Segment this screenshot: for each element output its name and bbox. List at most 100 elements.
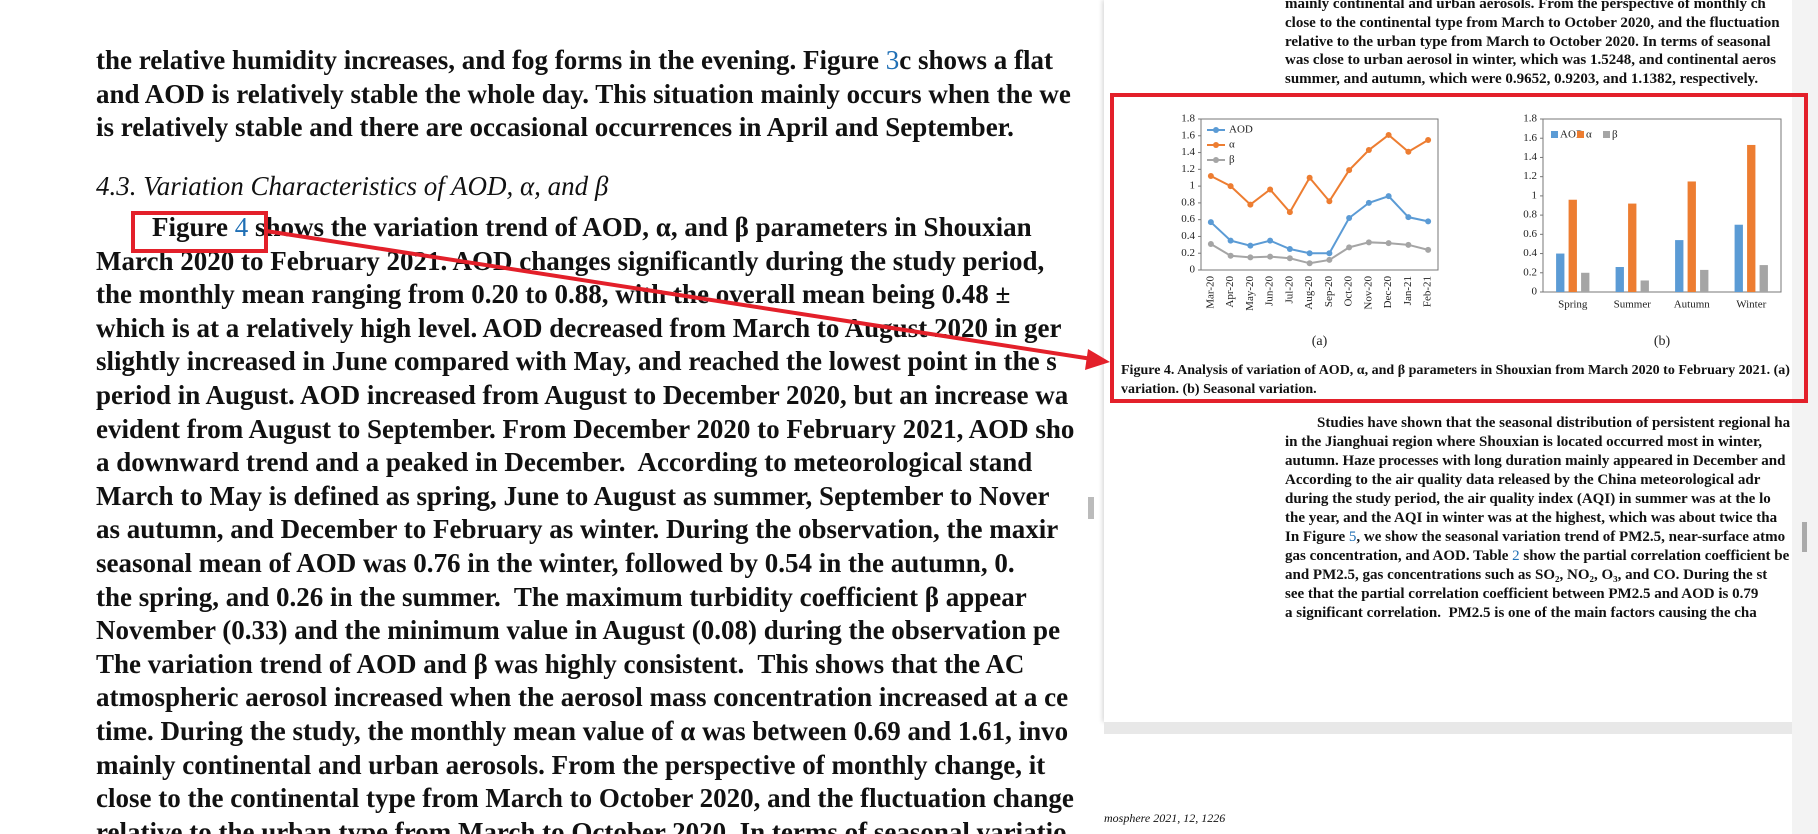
text-line: time. During the study, the monthly mean…	[96, 715, 1068, 747]
link[interactable]: March 2020 to February 2021. AOD changes…	[96, 245, 1045, 276]
text-line: Figure 4. Analysis of variation of AOD, …	[1121, 362, 1792, 380]
link[interactable]: show the partial correlation coefficient…	[1519, 548, 1790, 564]
link[interactable]: 2	[1512, 548, 1520, 564]
link[interactable]: Studies have shown that the seasonal dis…	[1317, 415, 1791, 431]
text-run: (b)	[1182, 382, 1200, 397]
text-line: relative to the urban type from March to…	[1285, 33, 1771, 51]
link[interactable]: the year, and the AQI in winter was at t…	[1285, 510, 1778, 526]
text-line: In Figure 5, we show the seasonal variat…	[1285, 528, 1785, 546]
link[interactable]: c shows a flat	[899, 45, 1053, 75]
link[interactable]: , we show the seasonal variation trend o…	[1356, 529, 1786, 545]
link[interactable]: According to the air quality data releas…	[1285, 472, 1761, 488]
link[interactable]: period in August. AOD increased from Aug…	[96, 380, 1069, 410]
text-run: (a)	[1773, 363, 1790, 378]
right-page: mainly continental and urban aerosols. F…	[1104, 0, 1792, 722]
text-line: atmospheric aerosol increased when the a…	[96, 681, 1068, 713]
text-line: evident from August to September. From D…	[96, 413, 1074, 445]
text-line: close to the continental type from March…	[96, 782, 1074, 814]
text-line: which is at a relatively high level. AOD…	[96, 312, 1061, 344]
link[interactable]: close to the continental type from March…	[96, 783, 1074, 814]
text-line: According to the air quality data releas…	[1285, 471, 1760, 489]
text-line: see that the partial correlation coeffic…	[1285, 585, 1758, 603]
link[interactable]: see that the partial correlation coeffic…	[1285, 586, 1759, 602]
link[interactable]: a significant correlation. PM2.5 is one …	[1285, 605, 1757, 621]
link[interactable]: gas concentration, and AOD. Table	[1285, 548, 1513, 564]
link[interactable]: the spring, and 0.26 in the summer. The …	[96, 581, 1027, 612]
link[interactable]: In Figure	[1285, 529, 1349, 545]
text-line: and PM2.5, gas concentrations such as SO…	[1285, 566, 1767, 584]
link[interactable]: November (0.33) and the minimum value in…	[96, 615, 1061, 646]
link[interactable]: a downward trend and a peaked in Decembe…	[96, 447, 1033, 478]
link[interactable]: is relatively stable and there are occas…	[96, 112, 1014, 143]
link[interactable]: in the Jianghuai region where Shouxian i…	[1285, 434, 1762, 450]
text-line: period in August. AOD increased from Aug…	[96, 379, 1068, 411]
link[interactable]: relative to the urban type from March to…	[1285, 33, 1771, 50]
link[interactable]: variation.	[1121, 382, 1183, 397]
text-line: the spring, and 0.26 in the summer. The …	[96, 581, 1027, 613]
link[interactable]: slightly increased in June compared with…	[96, 346, 1057, 377]
text-line: is relatively stable and there are occas…	[96, 111, 1014, 143]
text-line: during the study period, the air quality…	[1285, 490, 1771, 508]
page-gap	[1104, 722, 1792, 734]
link[interactable]: Analysis of variation of AOD, α, and β p…	[1174, 363, 1774, 378]
scrollbar-thumb[interactable]	[1802, 522, 1807, 552]
link[interactable]: was close to urban aerosol in winter, wh…	[1285, 52, 1777, 69]
link[interactable]: seasonal mean of AOD was 0.76 in the win…	[96, 548, 1015, 578]
text-line: variation. (b) Seasonal variation.	[1121, 381, 1317, 399]
link[interactable]: The variation trend of AOD and β was hig…	[96, 648, 1025, 679]
link[interactable]: March to May is defined as spring, June …	[96, 480, 1050, 511]
link[interactable]: as autumn, and December to February as w…	[96, 514, 1059, 545]
text-line: and AOD is relatively stable the whole d…	[96, 78, 1071, 110]
link[interactable]: shows the variation trend of AOD, α, and…	[248, 212, 1032, 242]
section-heading: 4.3. Variation Characteristics of AOD, α…	[96, 171, 609, 201]
link[interactable]: during the study period, the air quality…	[1285, 491, 1771, 507]
left-page: the relative humidity increases, and fog…	[96, 44, 1074, 834]
text-line: a significant correlation. PM2.5 is one …	[1285, 604, 1757, 622]
link[interactable]: evident from August to September. From D…	[96, 413, 1075, 444]
link[interactable]: and PM2.5, gas concentrations such as SO…	[1285, 567, 1768, 583]
text-line: was close to urban aerosol in winter, wh…	[1285, 51, 1776, 69]
text-line: Figure 4 shows the variation trend of AO…	[152, 211, 1032, 243]
text-line: autumn. Haze processes with long duratio…	[1285, 452, 1785, 470]
link[interactable]: the monthly mean ranging from 0.20 to 0.…	[96, 279, 1011, 310]
text-line: summer, and autumn, which were 0.9652, 0…	[1285, 70, 1758, 88]
link[interactable]: atmospheric aerosol increased when the a…	[96, 682, 1069, 713]
text-line: as autumn, and December to February as w…	[96, 513, 1058, 545]
text-line: gas concentration, and AOD. Table 2 show…	[1285, 547, 1789, 565]
link[interactable]: 3	[885, 45, 900, 75]
link[interactable]: which is at a relatively high level. AOD…	[96, 312, 1062, 343]
text-line: the year, and the AQI in winter was at t…	[1285, 509, 1777, 527]
link[interactable]: Figure	[152, 212, 235, 242]
scroll-handle[interactable]	[1088, 497, 1094, 519]
right-page-next: mosphere 2021, 12, 1226	[1104, 734, 1792, 834]
text-line: mainly continental and urban aerosols. F…	[96, 749, 1045, 781]
scrollbar[interactable]	[1792, 0, 1818, 834]
text-line: March to May is defined as spring, June …	[96, 480, 1050, 512]
link[interactable]: relative to the urban type from March to…	[96, 816, 1067, 834]
link[interactable]: the relative humidity increases, and fog…	[96, 45, 886, 75]
link[interactable]: Seasonal variation.	[1199, 382, 1317, 397]
text-line: close to the continental type from March…	[1285, 14, 1780, 32]
link[interactable]: close to the continental type from March…	[1285, 14, 1780, 31]
footer: mosphere 2021, 12, 1226	[1104, 811, 1226, 825]
text-line: March 2020 to February 2021. AOD changes…	[96, 245, 1044, 277]
link[interactable]: time. During the study, the monthly mean…	[96, 716, 1069, 746]
text-line: in the Jianghuai region where Shouxian i…	[1285, 433, 1762, 451]
link[interactable]: summer, and autumn, which were 0.9652, 0…	[1285, 71, 1759, 88]
link[interactable]: and AOD is relatively stable the whole d…	[96, 78, 1071, 109]
text-line: November (0.33) and the minimum value in…	[96, 614, 1060, 646]
text-run: Figure 4.	[1121, 363, 1175, 378]
text-line: the monthly mean ranging from 0.20 to 0.…	[96, 278, 1010, 310]
text-line: the relative humidity increases, and fog…	[96, 44, 1053, 76]
link[interactable]: 4	[234, 212, 249, 242]
link[interactable]: mainly continental and urban aerosols. F…	[1285, 0, 1766, 12]
link[interactable]: 5	[1348, 529, 1357, 545]
text-line: Studies have shown that the seasonal dis…	[1317, 414, 1790, 432]
link[interactable]: autumn. Haze processes with long duratio…	[1285, 453, 1786, 469]
text-line: mainly continental and urban aerosols. F…	[1285, 0, 1766, 13]
text-line: seasonal mean of AOD was 0.76 in the win…	[96, 547, 1015, 579]
link[interactable]: mainly continental and urban aerosols. F…	[96, 749, 1046, 780]
text-line: The variation trend of AOD and β was hig…	[96, 648, 1024, 680]
text-line: slightly increased in June compared with…	[96, 345, 1057, 377]
